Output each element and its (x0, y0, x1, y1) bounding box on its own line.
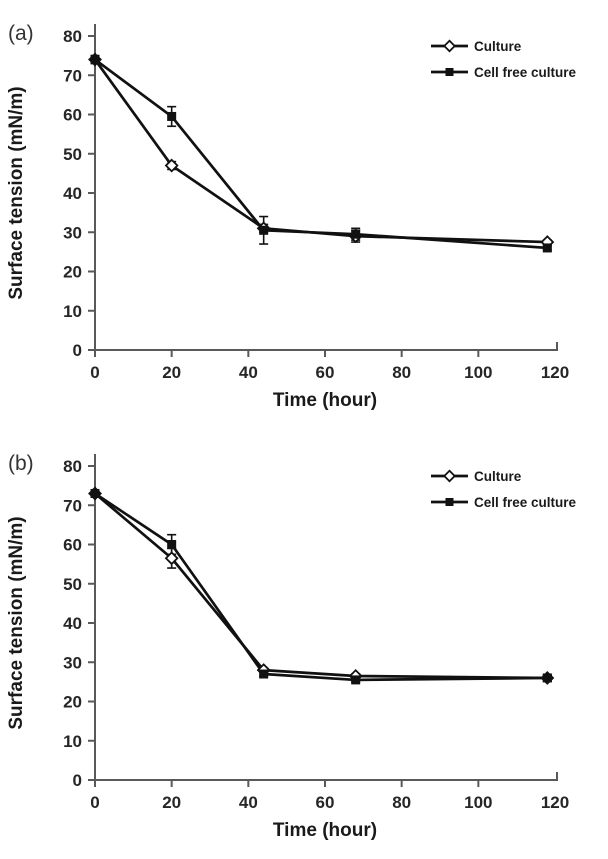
open-diamond-marker-legend (443, 39, 456, 53)
line-chart-a: (a) 0 20 40 60 80 100 120 0 10 20 30 40 50 60 70 80 Time … (6, 22, 577, 411)
y-tick-label: 30 (63, 223, 82, 242)
legend-item-1: Cell free culture (431, 495, 577, 510)
y-tick-label: 10 (63, 732, 82, 751)
filled-square-marker (542, 243, 552, 253)
filled-square-marker (542, 673, 552, 683)
series-markers-0 (88, 52, 555, 250)
filled-square-marker (259, 669, 269, 679)
y-tick-label: 50 (63, 575, 82, 594)
series-line-0 (94, 492, 548, 680)
series-markers-0 (88, 486, 555, 685)
x-tick-label: 60 (316, 363, 335, 382)
filled-square-marker (167, 540, 177, 549)
y-tick-label: 20 (63, 693, 82, 712)
x-axis-title: Time (hour) (273, 820, 377, 841)
filled-square-marker-legend (445, 68, 454, 76)
y-tick-label: 0 (73, 771, 82, 790)
y-tick-label: 60 (63, 536, 82, 555)
data-line (94, 492, 548, 680)
legend: Culture Cell free culture (431, 469, 577, 510)
filled-square-marker (167, 111, 177, 121)
series-line-0 (93, 58, 548, 244)
y-tick-label: 50 (63, 145, 82, 164)
y-tick-label: 60 (63, 106, 82, 125)
panel-label: (a) (8, 22, 34, 45)
x-tick-label: 80 (392, 363, 411, 382)
filled-square-marker (259, 225, 269, 235)
y-tick-label: 80 (63, 27, 82, 46)
y-tick-label: 20 (63, 263, 82, 282)
legend-item-0: Culture (431, 469, 522, 484)
y-tick-label: 30 (63, 653, 82, 672)
chart-panel-a: (a) 0 20 40 60 80 100 120 0 10 20 30 40 50 60 70 80 Time … (6, 22, 577, 411)
y-tick-label: 40 (63, 614, 82, 633)
x-tick-label: 120 (541, 793, 569, 812)
filled-square-marker (90, 55, 100, 65)
legend-label: Cell free culture (474, 65, 577, 80)
chart-panel-b: (b) 0 20 40 60 80 100 120 0 10 20 30 40 50 60 70 80 Time … (0, 430, 608, 859)
y-tick-label: 70 (63, 66, 82, 85)
legend: Culture Cell free culture (431, 39, 577, 80)
x-tick-label: 20 (162, 363, 181, 382)
y-axis-ticks: 0 10 20 30 40 50 60 70 80 (63, 457, 95, 790)
legend-label: Culture (474, 39, 522, 54)
error-bars-1 (90, 490, 552, 683)
y-tick-label: 10 (63, 302, 82, 321)
x-axis-ticks: 0 20 40 60 80 100 120 (90, 780, 569, 812)
y-tick-label: 70 (63, 496, 82, 515)
x-tick-label: 20 (162, 793, 181, 812)
error-bars-1 (90, 54, 552, 251)
open-diamond-marker-legend (443, 469, 456, 483)
x-tick-label: 60 (316, 793, 335, 812)
filled-square-marker-legend (445, 498, 454, 506)
filled-square-marker (90, 488, 100, 498)
series-markers-1 (90, 55, 552, 253)
y-axis-title: Surface tension (mN/m) (6, 516, 27, 729)
error-bars-0 (90, 490, 552, 682)
filled-square-marker (351, 675, 361, 685)
panel-label: (b) (8, 452, 34, 475)
x-tick-label: 100 (464, 363, 492, 382)
y-axis-title: Surface tension (mN/m) (6, 86, 27, 299)
y-axis-ticks: 0 10 20 30 40 50 60 70 80 (63, 27, 95, 360)
y-tick-label: 80 (63, 457, 82, 476)
line-chart-b: (b) 0 20 40 60 80 100 120 0 10 20 30 40 50 60 70 80 Time … (6, 452, 577, 841)
open-diamond-marker (164, 158, 179, 173)
x-tick-label: 0 (90, 363, 99, 382)
x-tick-label: 40 (239, 363, 258, 382)
legend-label: Cell free culture (474, 495, 577, 510)
x-tick-label: 40 (239, 793, 258, 812)
legend-item-0: Culture (431, 39, 522, 54)
filled-square-marker (351, 229, 361, 239)
legend-item-1: Cell free culture (431, 65, 577, 80)
y-tick-label: 40 (63, 184, 82, 203)
x-tick-label: 100 (464, 793, 492, 812)
x-axis-ticks: 0 20 40 60 80 100 120 (90, 350, 569, 382)
y-tick-label: 0 (73, 341, 82, 360)
x-tick-label: 120 (541, 363, 569, 382)
data-line (93, 58, 548, 244)
data-line (94, 492, 548, 682)
x-tick-label: 80 (392, 793, 411, 812)
series-markers-1 (90, 488, 552, 685)
legend-label: Culture (474, 469, 522, 484)
x-tick-label: 0 (90, 793, 99, 812)
series-line-1 (94, 492, 548, 682)
open-diamond-marker (164, 551, 179, 566)
x-axis-title: Time (hour) (273, 390, 377, 411)
